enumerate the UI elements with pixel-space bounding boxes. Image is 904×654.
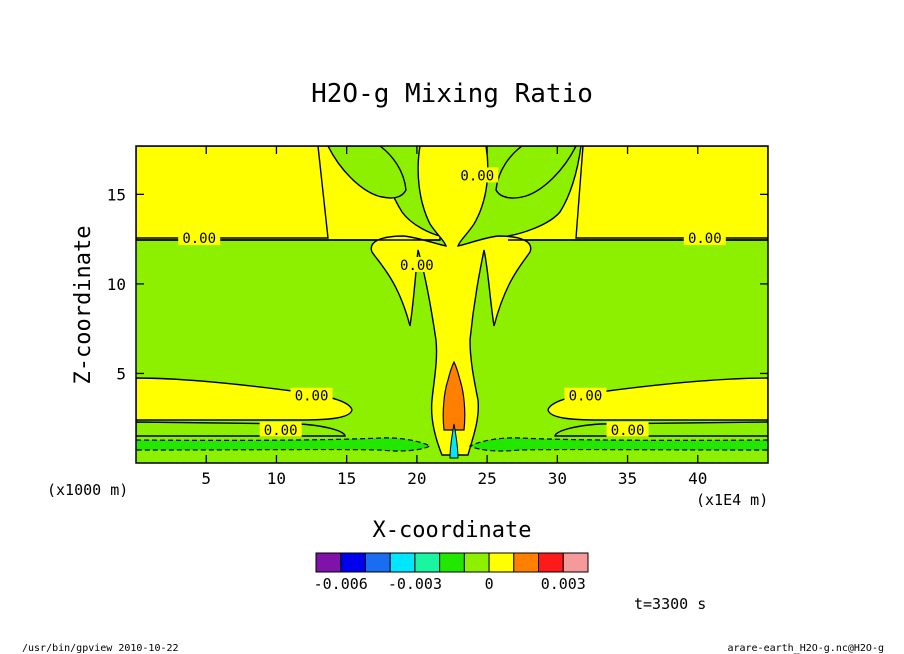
- orange-core: [442, 360, 466, 431]
- colorbar-tick-label: -0.003: [388, 575, 442, 593]
- contour-labels: 0.00 0.00 0.00 0.00 0.00 0.00 0.00 0.00: [178, 167, 726, 439]
- contour-label: 0.00: [688, 231, 722, 247]
- contour-label-bg: [259, 421, 302, 437]
- colorbar-swatch: [538, 552, 564, 573]
- lower-green-band: [136, 437, 768, 452]
- contour-label: 0.00: [400, 258, 434, 274]
- colorbar-swatch: [364, 552, 391, 573]
- y-tick-label: 15: [107, 185, 126, 204]
- y-tick-label: 5: [116, 364, 126, 383]
- x-tick-label: 15: [337, 469, 356, 488]
- x-axis-label: X-coordinate: [373, 518, 532, 543]
- footer-left: /usr/bin/gpview 2010-10-22: [22, 643, 179, 654]
- plot-frame: [135, 145, 769, 464]
- colorbar-tick-label: 0.003: [541, 575, 586, 593]
- plot-area: [136, 146, 768, 463]
- green-gap-right: [495, 146, 577, 199]
- yellow-plume-center: [370, 146, 532, 456]
- x-unit-right: (x1E4 m): [696, 491, 768, 509]
- contour-label: 0.00: [264, 423, 298, 439]
- footer-right: arare-earth_H2O-g.nc@H2O-g: [727, 643, 884, 654]
- x-tick-label: 10: [267, 469, 286, 488]
- colorbar-swatch: [315, 552, 342, 573]
- x-axis-ticks: 5 10 15 20 25 30 35 40: [201, 146, 707, 488]
- colorbar-swatch: [389, 552, 416, 573]
- x-tick-label: 5: [201, 469, 211, 488]
- contour-label: 0.00: [182, 231, 216, 247]
- x-unit-left: (x1000 m): [47, 481, 128, 499]
- yellow-region-upper-left-inner: [136, 146, 329, 239]
- contour-label: 0.00: [460, 168, 494, 184]
- colorbar-tick-label: -0.006: [314, 575, 368, 593]
- contour-label: 0.00: [569, 389, 603, 405]
- time-label: t=3300 s: [634, 595, 706, 613]
- contour-label: 0.00: [295, 389, 329, 405]
- colorbar: [315, 552, 589, 573]
- y-tick-label: 10: [107, 275, 126, 294]
- x-tick-label: 25: [477, 469, 496, 488]
- y-axis-label: Z-coordinate: [71, 226, 96, 385]
- chart-title: H2O-g Mixing Ratio: [311, 79, 593, 109]
- cyan-stem: [449, 423, 459, 459]
- green-gap-left: [327, 146, 407, 199]
- colorbar-swatch: [463, 552, 490, 573]
- contour-label-bg: [290, 387, 333, 403]
- contour-label-bg: [395, 256, 438, 272]
- contour-label-bg: [683, 230, 726, 246]
- contour-label-bg: [456, 167, 499, 183]
- contour-label-bg: [564, 387, 607, 403]
- x-tick-label: 30: [548, 469, 567, 488]
- colorbar-swatch: [513, 552, 540, 573]
- colorbar-swatch: [488, 552, 515, 573]
- colorbar-swatch: [414, 552, 441, 573]
- colorbar-tick-label: 0: [485, 575, 494, 593]
- x-tick-label: 40: [688, 469, 707, 488]
- contour-label: 0.00: [611, 423, 645, 439]
- colorbar-swatch: [439, 552, 465, 573]
- x-tick-label: 35: [618, 469, 637, 488]
- y-axis-ticks: 5 10 15: [107, 185, 768, 383]
- contour-label-bg: [606, 421, 649, 437]
- yellow-region-upper-right-inner: [575, 146, 768, 239]
- colorbar-swatch: [340, 552, 366, 573]
- colorbar-swatch: [562, 552, 589, 573]
- contour-label-bg: [178, 230, 221, 246]
- colorbar-labels: -0.006 -0.003 0 0.003: [314, 575, 586, 593]
- x-tick-label: 20: [407, 469, 426, 488]
